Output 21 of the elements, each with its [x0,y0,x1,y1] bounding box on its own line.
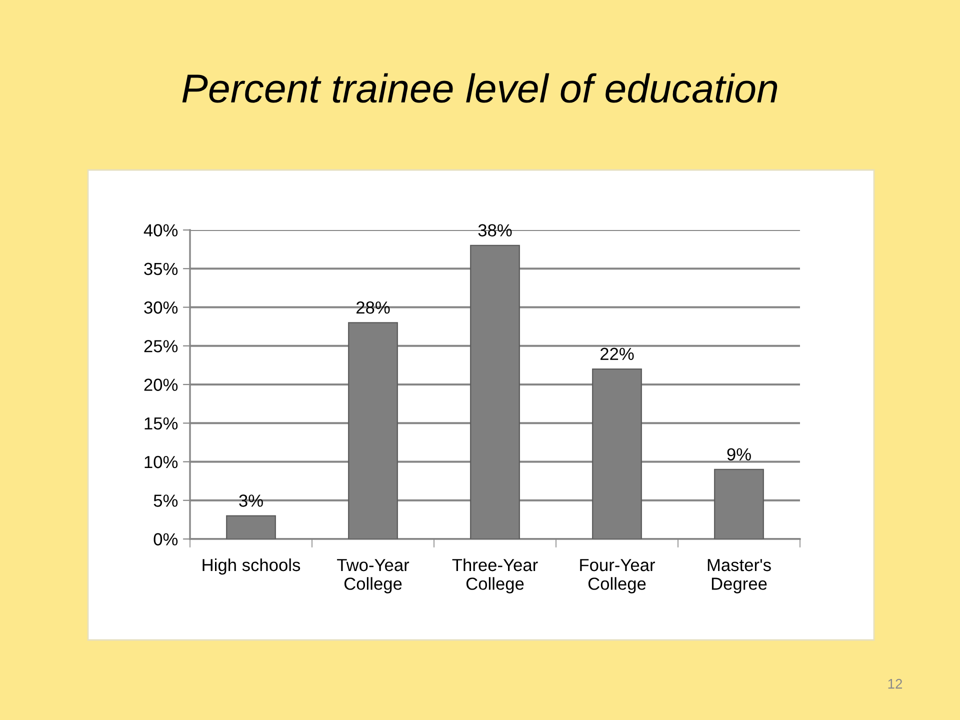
y-tick-label: 25% [144,340,178,352]
chart-title: Percent trainee level of education [182,73,778,103]
x-tick-label: High schools [202,558,300,575]
data-label: 3% [239,494,263,507]
y-tick-label: 30% [144,301,178,314]
y-tick-label: 15% [144,417,178,430]
y-tick-label: 35% [144,262,178,276]
y-tick-label: 20% [144,378,178,391]
data-label: 22% [600,348,634,360]
y-tick-label: 10% [144,456,178,468]
x-tick-label: Three-Year College [452,558,538,594]
data-label: 38% [478,224,512,236]
x-tick-label: Master's Degree [708,559,771,594]
data-label: 28% [356,301,390,314]
y-tick-label: 40% [144,224,178,236]
x-tick-label: Two-Year College [337,559,410,594]
y-tick-label: 5% [154,494,178,507]
y-tick-label: 0% [154,533,178,546]
x-tick-label: Four-Year College [580,559,655,594]
data-label: 9% [727,448,751,460]
text: 12 [888,678,902,689]
